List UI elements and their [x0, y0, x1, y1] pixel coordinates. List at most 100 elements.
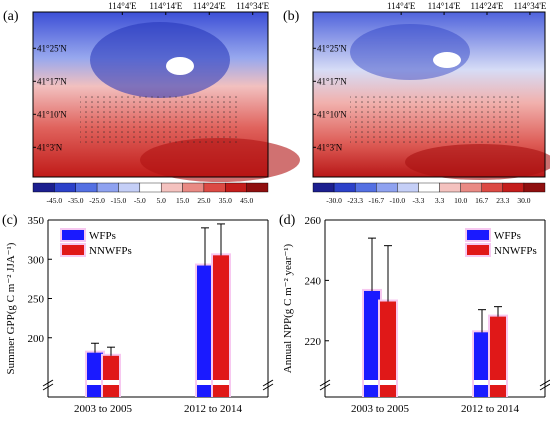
x-tick-label: 114°4'E — [387, 1, 416, 11]
axis-break-mark — [539, 383, 550, 391]
legend-swatch — [467, 245, 489, 255]
map-b-frame — [312, 11, 546, 178]
colorbar-tick-label: 25.0 — [197, 196, 210, 205]
colorbar-swatch — [439, 182, 461, 193]
legend-label: WFPs — [89, 230, 116, 242]
panel-label: (d) — [279, 213, 296, 228]
y-tick-label: 260 — [305, 215, 322, 227]
x-tick-label: 114°24'E — [193, 1, 226, 11]
colorbar-swatch — [354, 182, 377, 193]
panel-b-label: (b) — [283, 9, 300, 24]
colorbar-tick-label: 16.7 — [475, 196, 488, 205]
colorbar-tick-label: -35.0 — [68, 196, 84, 205]
y-tick-label: 41°25'N — [317, 43, 347, 53]
axis-break-mark — [539, 379, 550, 387]
x-tick-label: 2003 to 2005 — [74, 403, 133, 415]
y-axis-label: Summer GPP(g C m⁻² JJA⁻¹) — [5, 242, 17, 374]
map-b-blue-core — [350, 24, 470, 80]
map-a-white-patch — [166, 57, 194, 75]
colorbar-tick-label: -16.7 — [368, 196, 384, 205]
panel-b-x-ticks: 114°4'E 114°14'E 114°24'E 114°34'E — [387, 1, 547, 15]
bar-nnwfps — [213, 255, 229, 397]
y-tick-label: 300 — [28, 254, 45, 266]
axis-break-mark — [262, 383, 274, 391]
x-tick-label: 114°14'E — [428, 1, 461, 11]
panel-b-colorbar: -30.0 -23.3 -16.7 -10.0 -3.3 3.3 10.0 16.7 23.3 3… — [312, 182, 546, 205]
map-b-red-south — [405, 144, 550, 180]
colorbar-tick-label: 3.3 — [435, 196, 445, 205]
colorbar-swatch — [75, 182, 98, 193]
colorbar-swatch — [376, 182, 398, 193]
bar-break-band — [197, 380, 213, 385]
x-tick-label: 114°34'E — [513, 1, 546, 11]
colorbar-swatch — [481, 182, 504, 193]
colorbar-tick-label: -45.0 — [47, 196, 63, 205]
colorbar-swatch — [502, 182, 525, 193]
colorbar-tick-label: -30.0 — [326, 196, 342, 205]
y-tick-label: 350 — [28, 215, 45, 227]
colorbar-tick-label: -5.0 — [134, 196, 146, 205]
panel-d-chart: 220 240 260 Annual NPP(g C m⁻² year⁻¹) 2003 … — [279, 213, 550, 415]
bar-wfps — [474, 332, 490, 397]
colorbar-swatch — [523, 182, 546, 193]
bar-break-band — [103, 380, 119, 385]
map-b-white-patch — [433, 52, 461, 68]
colorbar-swatch — [397, 182, 419, 193]
x-tick-label: 2012 to 2014 — [461, 403, 520, 415]
map-a-frame — [32, 11, 269, 178]
map-b-stipple — [350, 95, 520, 145]
legend-swatch — [62, 230, 84, 240]
colorbar-tick-label: 23.3 — [496, 196, 509, 205]
colorbar-tick-label: 45.0 — [240, 196, 253, 205]
colorbar-swatch — [32, 182, 55, 193]
colorbar-swatch — [203, 182, 226, 193]
bar-break-band — [474, 380, 490, 385]
bar-break-band — [213, 380, 229, 385]
panel-a-colorbar: -45.0 -35.0 -25.0 -15.0 -5.0 5.0 15.0 25.0 35.0 4… — [32, 182, 269, 205]
bar-break-band — [364, 380, 380, 385]
axis-break-mark — [42, 379, 54, 387]
colorbar-tick-label: -15.0 — [111, 196, 127, 205]
y-axis-label: Annual NPP(g C m⁻² year⁻¹) — [282, 243, 294, 373]
colorbar-tick-label: 15.0 — [176, 196, 189, 205]
colorbar-tick-label: 10.0 — [454, 196, 467, 205]
colorbar-tick-label: -25.0 — [89, 196, 105, 205]
colorbar-tick-label: 5.0 — [156, 196, 166, 205]
panel-b: (b) 114°4'E 114°14'E 114°24'E 114°34'E 41°2… — [283, 1, 550, 205]
bar-break-band — [490, 380, 506, 385]
colorbar-tick-label: -23.3 — [347, 196, 363, 205]
bar-break-band — [380, 380, 396, 385]
axis-break-mark — [42, 383, 54, 391]
bar-nnwfps — [103, 355, 119, 397]
legend-swatch — [62, 245, 84, 255]
y-tick-label: 41°3'N — [317, 142, 343, 152]
y-tick-label: 41°10'N — [317, 109, 347, 119]
y-tick-label: 41°25'N — [37, 43, 67, 53]
axis-break-mark — [262, 379, 274, 387]
bar-wfps — [87, 352, 103, 397]
y-tick-label: 200 — [28, 333, 45, 345]
y-tick-label: 41°17'N — [37, 76, 67, 86]
x-tick-label: 114°14'E — [149, 1, 182, 11]
y-tick-label: 41°3'N — [37, 142, 63, 152]
map-a-blue-core — [90, 22, 230, 98]
x-tick-label: 114°24'E — [471, 1, 504, 11]
y-tick-label: 240 — [305, 275, 322, 287]
y-tick-label: 220 — [305, 336, 322, 348]
panel-a-label: (a) — [3, 9, 19, 24]
x-tick-label: 2012 to 2014 — [184, 403, 243, 415]
colorbar-tick-label: -10.0 — [390, 196, 406, 205]
legend-swatch — [467, 230, 489, 240]
y-tick-label: 41°10'N — [37, 109, 67, 119]
colorbar-swatch — [312, 182, 335, 193]
axis-break-mark — [319, 379, 331, 387]
y-tick-label: 41°17'N — [317, 76, 347, 86]
colorbar-swatch — [118, 182, 141, 193]
colorbar-swatch — [460, 182, 482, 193]
colorbar-swatch — [333, 182, 356, 193]
panel-a-x-ticks: 114°4'E 114°14'E 114°24'E 114°34'E — [108, 1, 270, 15]
x-tick-label: 2003 to 2005 — [351, 403, 410, 415]
axis-break-mark — [319, 383, 331, 391]
bar-nnwfps — [490, 316, 506, 397]
